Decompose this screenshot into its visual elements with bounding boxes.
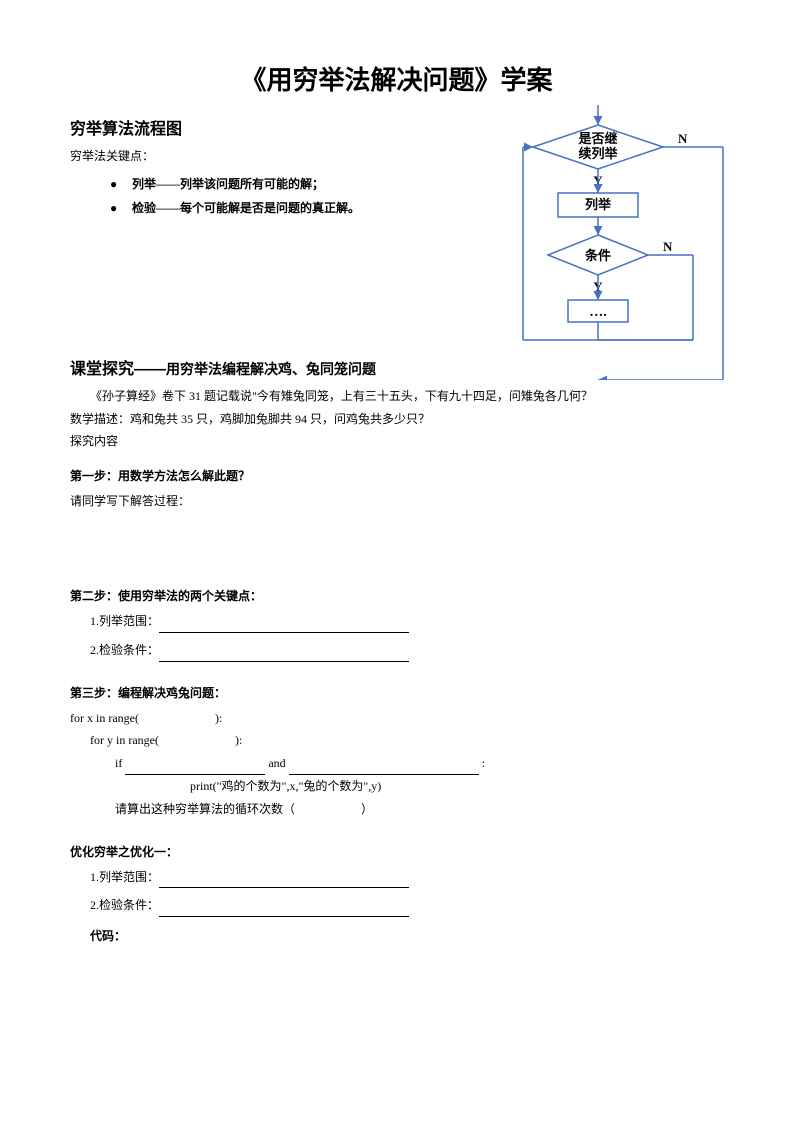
opt1-code-label: 代码： — [90, 927, 723, 944]
step1-instruction: 请同学写下解答过程： — [70, 490, 723, 513]
code-text: ): — [235, 733, 242, 747]
svg-text:N: N — [663, 239, 673, 254]
code-text: 请算出这种穷举算法的循环次数（ — [115, 802, 295, 816]
code-line-5: 请算出这种穷举算法的循环次数（ ） — [115, 798, 723, 821]
code-line-2: for y in range( ): — [90, 729, 723, 752]
code-line-1: for x in range( ): — [70, 707, 723, 730]
code-line-4: print("鸡的个数为",x,"兔的个数为",y) — [190, 775, 723, 798]
step2-item1-label: 1.列举范围： — [90, 614, 159, 628]
step2-item2: 2.检验条件： — [90, 639, 723, 662]
svg-text:是否继: 是否继 — [577, 131, 617, 146]
opt1-item1: 1.列举范围： — [90, 866, 723, 889]
blank-line[interactable] — [289, 761, 479, 775]
blank-line[interactable] — [159, 903, 409, 917]
step1-title: 第一步：用数学方法怎么解此题？ — [70, 467, 723, 484]
code-text: if — [115, 756, 122, 770]
inquiry-content-label: 探究内容 — [70, 430, 723, 453]
opt1-item2-label: 2.检验条件： — [90, 898, 159, 912]
section2-header: 课堂探究—— — [70, 361, 166, 378]
code-text: and — [268, 756, 285, 770]
opt1-item2: 2.检验条件： — [90, 894, 723, 917]
opt1-title: 优化穷举之优化一： — [70, 843, 723, 860]
math-description: 数学描述：鸡和兔共 35 只，鸡脚加兔脚共 94 只，问鸡兔共多少只？ — [70, 408, 723, 431]
code-line-3: if and : — [115, 752, 723, 775]
blank-line[interactable] — [159, 619, 409, 633]
blank-line[interactable] — [159, 874, 409, 888]
svg-text:续列举: 续列举 — [578, 146, 618, 161]
svg-text:N: N — [678, 131, 688, 146]
blank-line[interactable] — [159, 648, 409, 662]
code-text: ): — [215, 711, 222, 725]
opt1-item1-label: 1.列举范围： — [90, 870, 159, 884]
code-text: for y in range( — [90, 733, 159, 747]
flowchart-diagram: 是否继 续列举 Y N 列举 条件 Y N …. — [513, 105, 733, 380]
problem-source: 《孙子算经》卷下 31 题记载说"今有雉兔同笼，上有三十五头，下有九十四足，问雉… — [90, 385, 723, 408]
code-text: for x in range( — [70, 711, 139, 725]
step2-item1: 1.列举范围： — [90, 610, 723, 633]
step3-title: 第三步：编程解决鸡兔问题： — [70, 684, 723, 701]
svg-text:列举: 列举 — [585, 197, 612, 212]
code-text: : — [482, 756, 485, 770]
step2-item2-label: 2.检验条件： — [90, 643, 159, 657]
svg-text:条件: 条件 — [585, 248, 611, 263]
step2-title: 第二步：使用穷举法的两个关键点： — [70, 587, 723, 604]
svg-text:….: …. — [589, 305, 607, 320]
blank-line[interactable] — [125, 761, 265, 775]
section2-sub-header: 用穷举法编程解决鸡、兔同笼问题 — [166, 363, 376, 378]
page-title: 《用穷举法解决问题》学案 — [70, 60, 723, 97]
code-text: ） — [361, 802, 373, 816]
